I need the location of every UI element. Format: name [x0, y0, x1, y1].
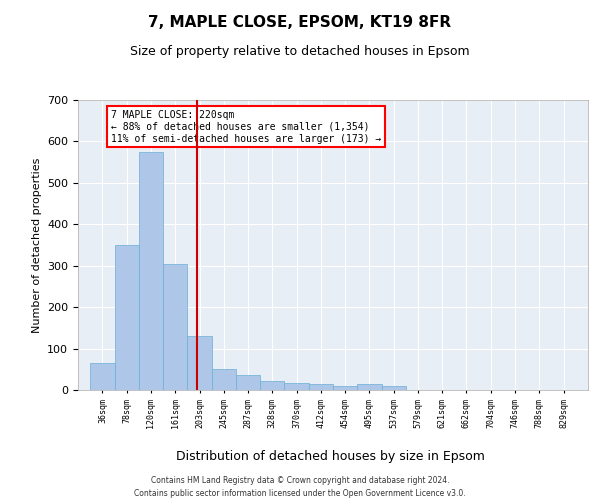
Text: Size of property relative to detached houses in Epsom: Size of property relative to detached ho…	[130, 45, 470, 58]
Bar	[90, 363, 115, 390]
Bar	[284, 383, 309, 390]
Bar	[309, 384, 333, 390]
Bar	[212, 370, 236, 390]
Y-axis label: Number of detached properties: Number of detached properties	[32, 158, 41, 332]
Text: Contains HM Land Registry data © Crown copyright and database right 2024.: Contains HM Land Registry data © Crown c…	[151, 476, 449, 485]
Bar	[357, 384, 382, 390]
Bar	[382, 386, 406, 390]
Text: Distribution of detached houses by size in Epsom: Distribution of detached houses by size …	[176, 450, 484, 463]
Bar	[333, 386, 357, 390]
Bar	[236, 374, 260, 390]
Text: Contains public sector information licensed under the Open Government Licence v3: Contains public sector information licen…	[134, 488, 466, 498]
Text: 7 MAPLE CLOSE: 220sqm
← 88% of detached houses are smaller (1,354)
11% of semi-d: 7 MAPLE CLOSE: 220sqm ← 88% of detached …	[111, 110, 382, 144]
Bar	[139, 152, 163, 390]
Bar	[163, 264, 187, 390]
Bar	[260, 381, 284, 390]
Bar	[115, 245, 139, 390]
Bar	[187, 336, 212, 390]
Text: 7, MAPLE CLOSE, EPSOM, KT19 8FR: 7, MAPLE CLOSE, EPSOM, KT19 8FR	[148, 15, 452, 30]
